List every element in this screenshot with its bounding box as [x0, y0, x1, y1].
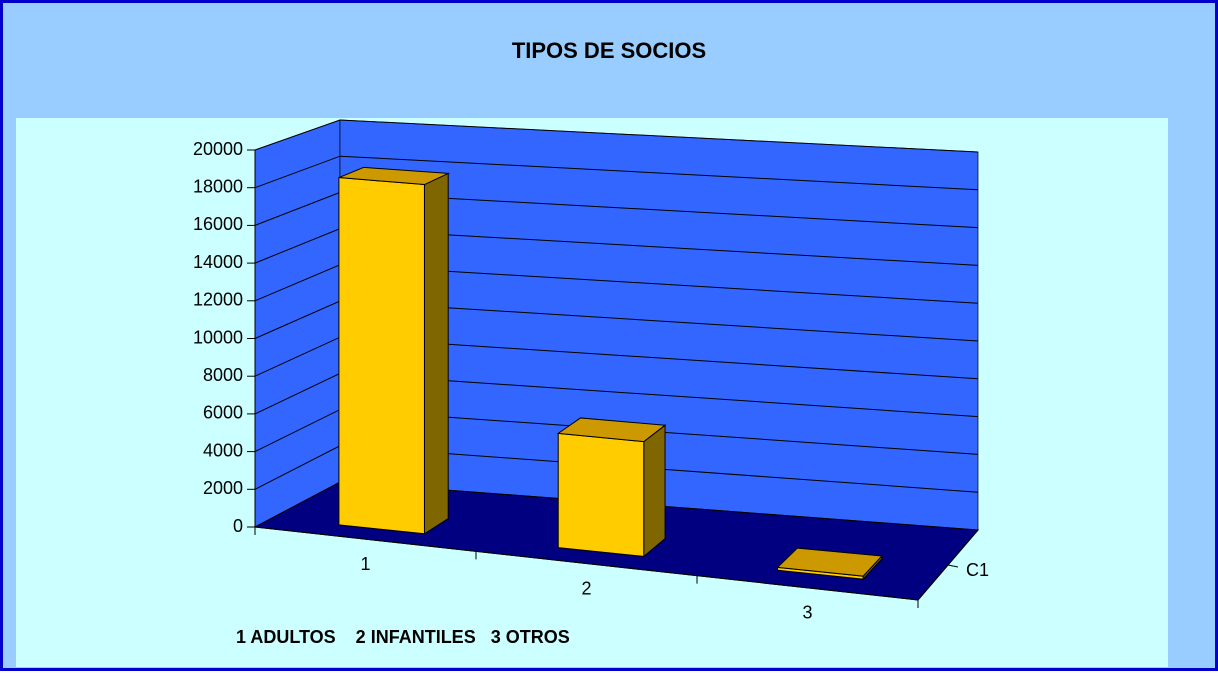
bar-top: [776, 547, 883, 577]
x-tick-label: 3: [802, 603, 812, 623]
x-tick-label: 2: [581, 578, 591, 598]
y-tick-label: 18000: [193, 176, 243, 196]
y-tick-label: 16000: [193, 214, 243, 234]
annotation: 1 ADULTOS 2 INFANTILES 3 OTROS: [236, 627, 570, 647]
y-tick-label: 14000: [193, 252, 243, 272]
bar-side: [643, 424, 666, 558]
bar: [338, 166, 451, 535]
y-tick-label: 12000: [193, 290, 243, 310]
grid-line: [254, 119, 979, 153]
bar-front: [338, 176, 425, 535]
bar-top: [556, 417, 667, 443]
y-tick-label: 10000: [193, 327, 243, 347]
bar-top: [338, 166, 451, 186]
bar-side: [423, 172, 449, 535]
bar-front: [557, 432, 645, 557]
depth-tick: [947, 564, 959, 568]
x-axis: [254, 526, 919, 601]
y-tick-label: 20000: [193, 139, 243, 159]
y-tick-label: 0: [233, 516, 243, 536]
y-tick-label: 6000: [203, 403, 243, 423]
left-wall: [254, 119, 341, 528]
bar: [776, 547, 883, 581]
series-label: C1: [966, 560, 989, 580]
bar: [556, 417, 667, 558]
y-tick-label: 2000: [203, 478, 243, 498]
x-tick-label: 1: [360, 554, 370, 574]
y-tick-label: 8000: [203, 365, 243, 385]
chart-title: TIPOS DE SOCIOS: [512, 38, 706, 63]
grid-line: [254, 155, 979, 191]
y-tick-label: 4000: [203, 440, 243, 460]
